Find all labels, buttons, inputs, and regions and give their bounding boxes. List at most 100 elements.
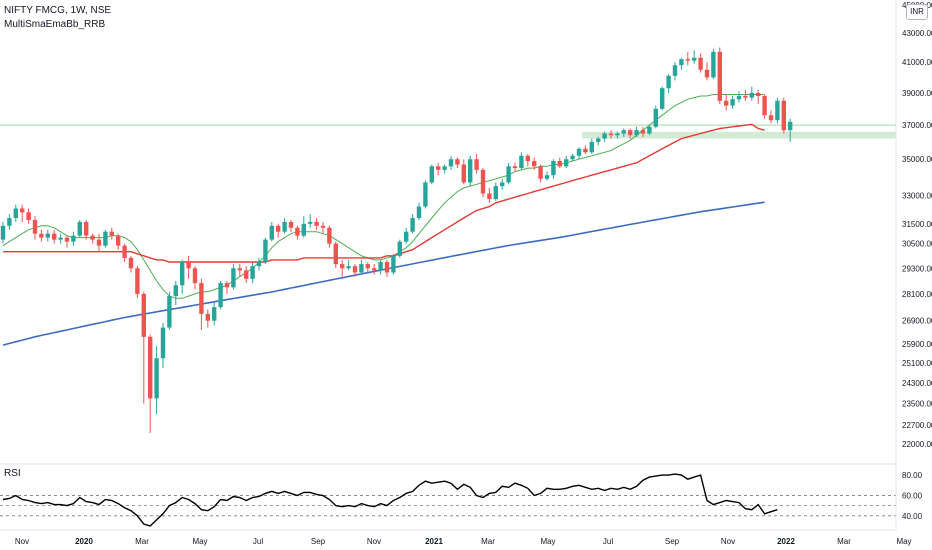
time-tick-label: Nov [721,537,735,546]
candle-body [762,96,767,116]
candle-body [7,218,12,226]
candle-body [781,100,786,131]
price-tick-label: 22700.00 [902,421,932,430]
candle-body [743,96,748,98]
price-axis[interactable]: 45000.0043000.0041000.0039000.0037000.00… [902,1,932,449]
rsi-axis[interactable]: 80.00 60.00 40.00 [902,471,923,521]
price-tick-label: 31500.00 [902,220,932,229]
candle-body [596,138,601,142]
candle-body [436,166,441,170]
time-tick-label: 2020 [75,537,93,546]
candle-body [711,51,716,78]
candle-body [647,126,652,134]
rsi-line [2,473,778,527]
candle-body [359,264,364,273]
candle-body [346,266,351,269]
candle-body [672,65,678,76]
currency-badge[interactable]: INR [906,4,928,20]
candle-body [679,59,684,66]
candle-body [0,225,6,240]
candle-body [429,166,434,183]
price-tick-label: 28100.00 [902,290,932,299]
candle-body [58,237,63,240]
candle-body [717,51,722,101]
rsi-label[interactable]: RSI [4,468,21,479]
candle-body [237,268,242,271]
time-axis[interactable]: Nov 2020 Mar May Jul Sep Nov 2021 Mar May Jul Sep No… [15,537,912,546]
candle-body [218,283,223,308]
candle-body [506,166,511,183]
ma-line-2 [3,123,765,263]
time-tick-label: 2021 [425,537,443,546]
candlestick-series [0,47,793,433]
candle-body [160,327,166,359]
candle-body [602,133,607,139]
candle-body [660,88,665,109]
indicator-name[interactable]: MultiSmaEmaBb_RRB [4,19,106,30]
candle-body [525,155,530,162]
candle-body [564,159,569,167]
candle-body [685,59,690,61]
time-tick-label: Sep [665,537,680,546]
candle-body [544,175,550,179]
candle-body [199,283,204,314]
candle-body [301,223,306,236]
candle-body [730,99,735,106]
price-tick-label: 30500.00 [902,240,932,249]
candle-body [32,219,38,234]
candle-body [455,159,460,165]
candle-body [372,268,377,271]
candle-body [551,161,556,176]
symbol-title[interactable]: NIFTY FMCG, 1W, NSE [4,5,112,16]
rsi-tick-label: 40.00 [902,512,923,521]
candle-body [71,235,76,242]
candle-body [410,218,415,232]
candle-body [519,155,524,169]
candle-body [749,92,754,98]
candle-body [397,241,402,256]
candle-body [634,130,639,136]
support-zone [582,131,896,139]
candle-body [256,262,262,267]
candle-body [532,161,537,167]
candle-body [365,264,370,269]
candle-body [416,206,422,219]
candle-body [640,130,646,134]
candle-body [461,164,466,183]
candle-body [448,159,454,167]
candle-body [320,225,326,228]
candle-body [608,133,614,136]
time-tick-label: Jul [603,537,613,546]
candle-body [20,208,25,213]
candle-body [404,231,409,242]
price-tick-label: 22000.00 [902,440,932,449]
candle-body [628,130,633,136]
candle-body [173,285,178,297]
candle-body [653,108,658,127]
candle-body [141,293,146,337]
time-tick-label: Jul [253,537,263,546]
candle-body [333,243,338,265]
candle-body [666,75,671,89]
candle-body [128,257,134,269]
candle-body [570,155,575,160]
candle-body [615,133,620,136]
candle-body [269,225,274,240]
candle-body [768,115,774,121]
candle-body [589,141,594,153]
candle-body [192,268,198,284]
candle-body [26,212,31,220]
candle-body [468,159,473,183]
candle-body [384,262,390,273]
candle-body [538,166,543,179]
price-tick-label: 24300.00 [902,379,932,388]
candle-body [250,266,255,279]
candle-body [692,57,697,61]
price-tick-label: 39000.00 [902,89,932,98]
candle-body [244,270,249,279]
candle-body [135,268,140,294]
candle-body [512,166,518,169]
candle-body [314,221,319,226]
candle-body [423,182,428,207]
